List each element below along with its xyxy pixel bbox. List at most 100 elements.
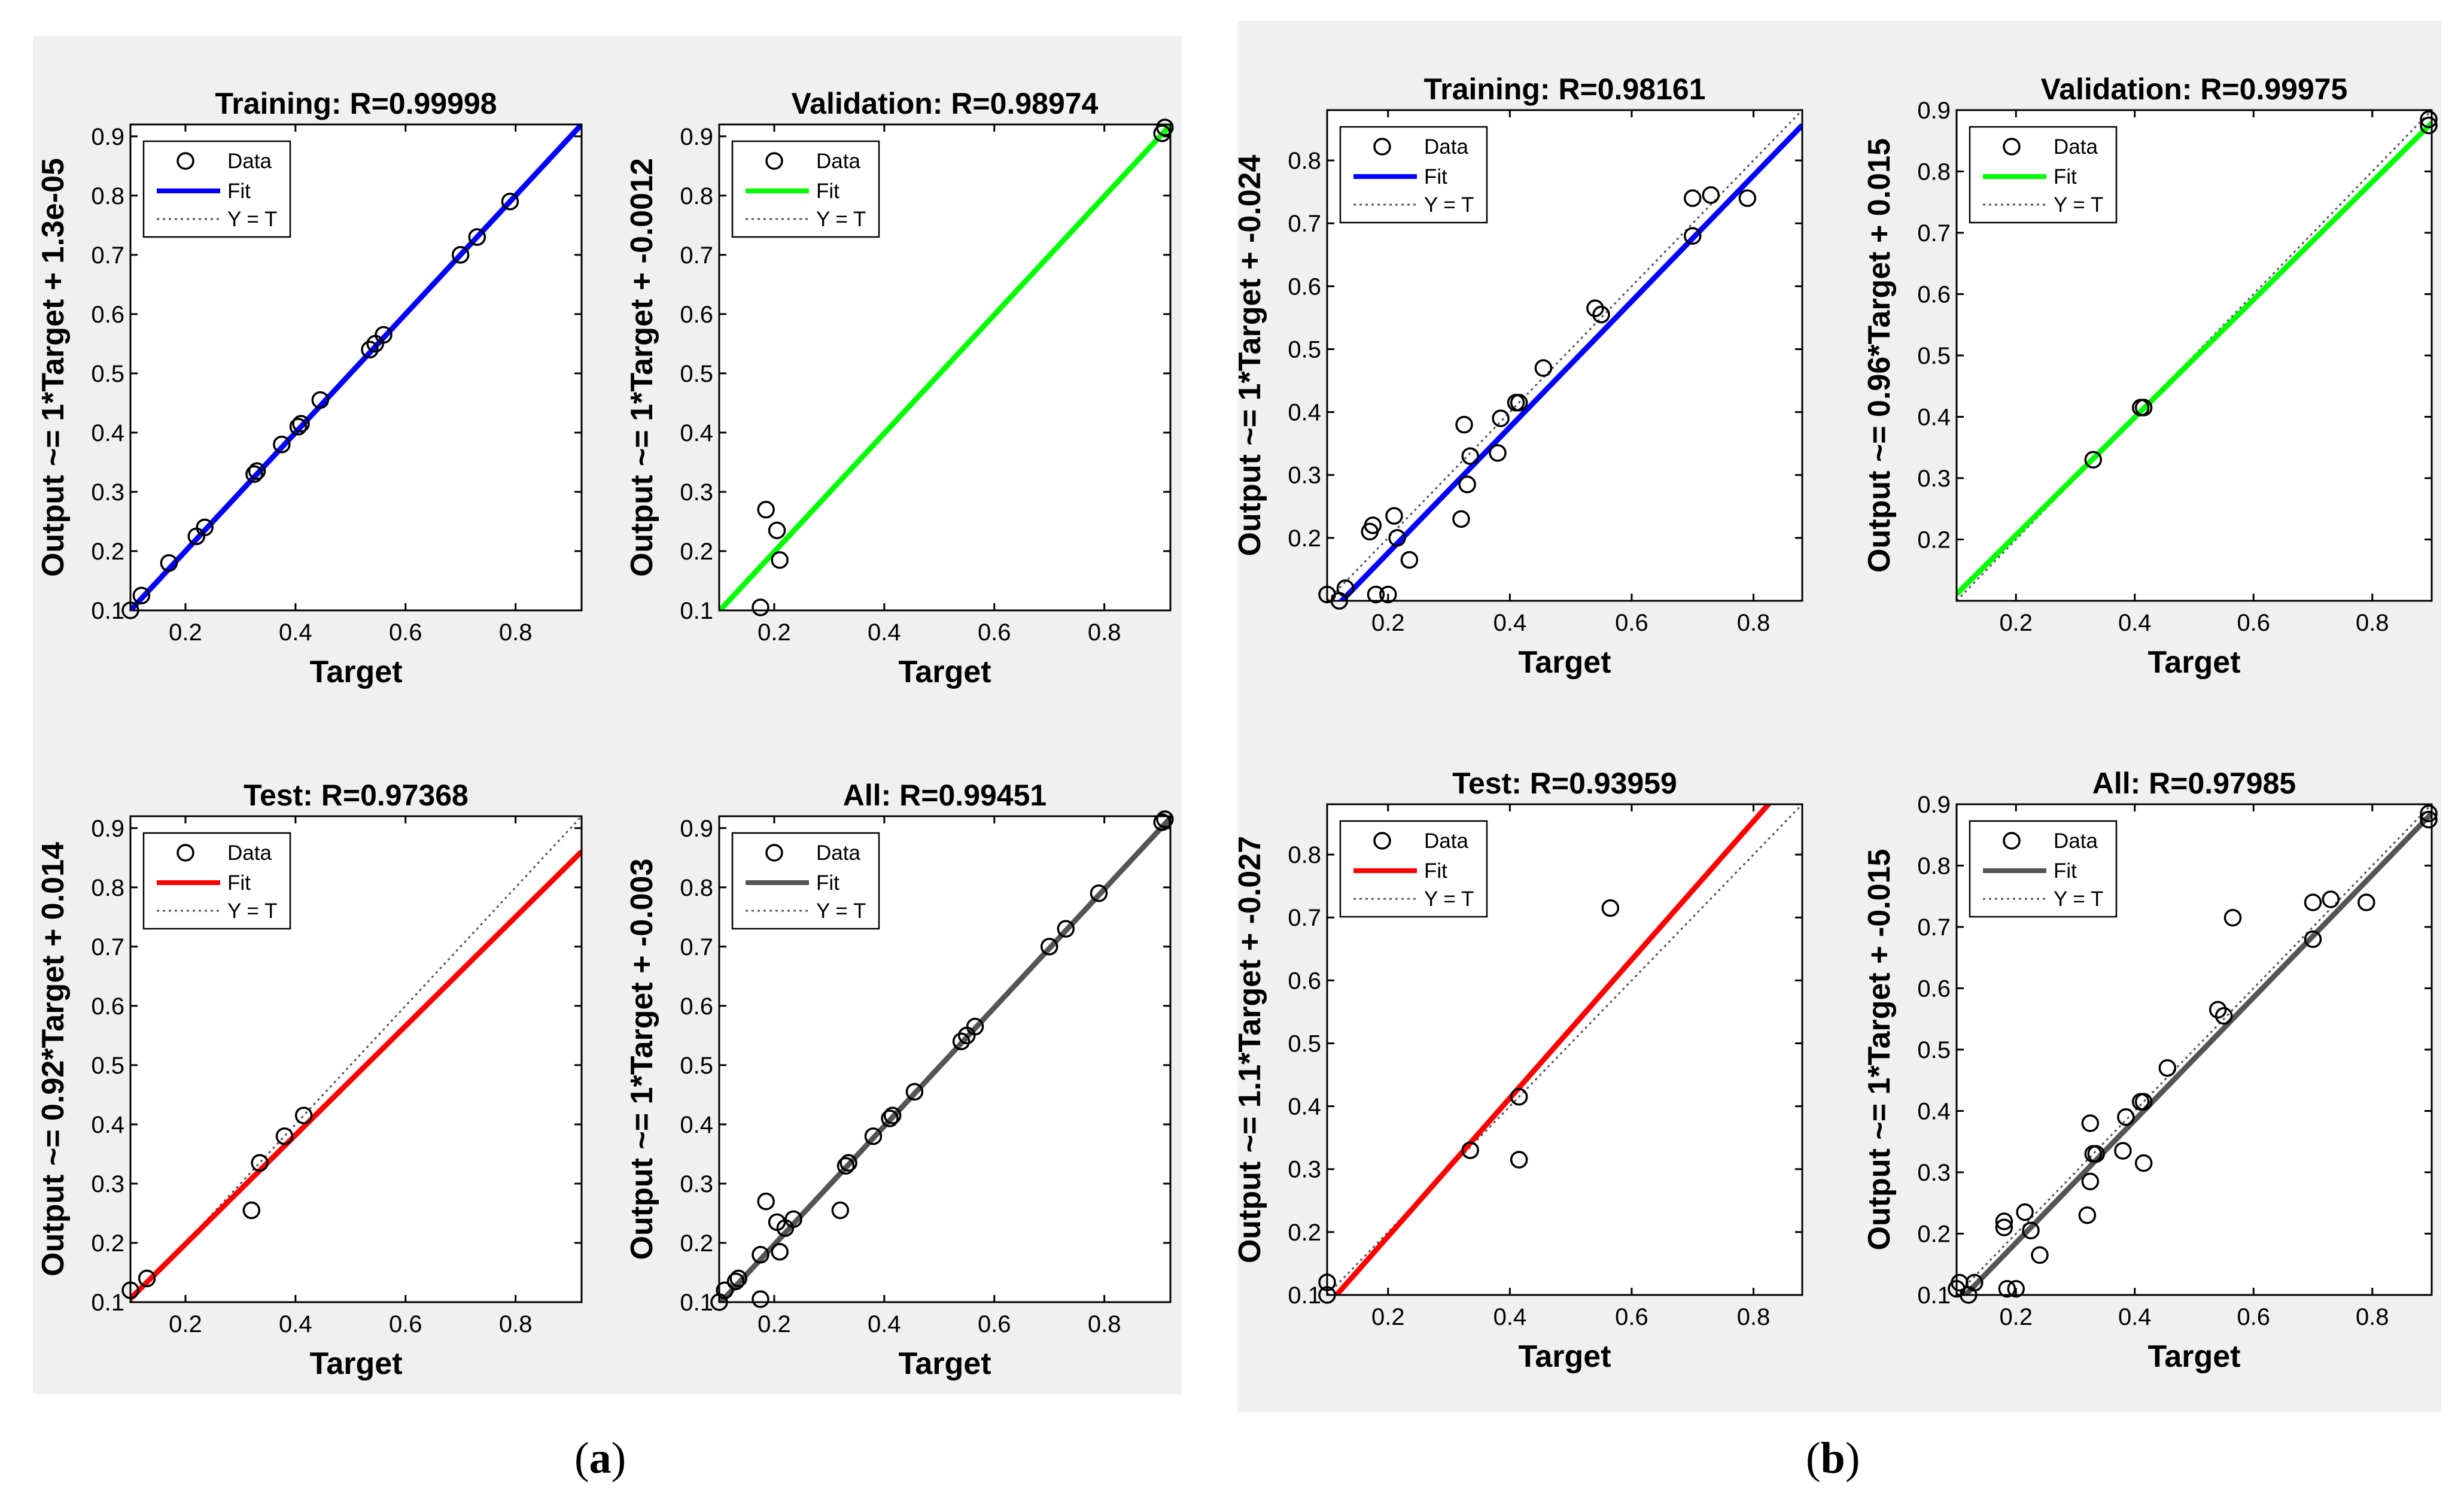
legend-data-marker xyxy=(177,152,194,170)
legend-identity-label: Y = T xyxy=(816,208,866,231)
data-point xyxy=(839,1154,857,1172)
data-point xyxy=(375,326,393,344)
y-tick-label: 0.2 xyxy=(680,1230,713,1257)
x-tick-label: 0.2 xyxy=(758,1311,791,1337)
axes-box xyxy=(1326,803,1803,1296)
y-tick-label: 0.7 xyxy=(1917,220,1951,247)
y-tick-label: 0.5 xyxy=(680,361,713,387)
data-point xyxy=(1995,1218,2013,1236)
plot-title: Validation: R=0.98974 xyxy=(792,87,1099,120)
x-tick-label: 0.6 xyxy=(2237,610,2270,636)
data-point xyxy=(1684,189,1702,207)
legend-data-marker xyxy=(765,844,783,862)
data-point xyxy=(1489,444,1507,462)
data-point xyxy=(2322,890,2340,908)
y-tick-label: 0.3 xyxy=(1917,466,1951,492)
data-point xyxy=(1388,529,1406,547)
x-axis-label: Target xyxy=(309,655,402,689)
fit-line xyxy=(719,124,1170,610)
data-point xyxy=(1452,510,1470,528)
y-tick-label: 0.3 xyxy=(680,1171,713,1197)
data-point xyxy=(2420,116,2438,135)
data-point xyxy=(952,1032,971,1051)
x-tick-label: 0.6 xyxy=(978,1311,1011,1337)
y-tick-label: 0.2 xyxy=(1288,525,1321,552)
y-axis-label: Output ~= 1*Target + -0.003 xyxy=(625,859,659,1260)
legend-data-marker xyxy=(1373,832,1391,850)
data-point xyxy=(1367,585,1385,604)
axes-box xyxy=(129,815,583,1303)
data-point xyxy=(2084,451,2103,469)
y-tick-label: 0.5 xyxy=(91,1053,124,1079)
y-tick-label: 0.3 xyxy=(91,479,124,506)
axes-box xyxy=(718,815,1172,1303)
plot-title: Training: R=0.98161 xyxy=(1423,72,1705,106)
y-axis-label: Output ~= 0.96*Target + 0.015 xyxy=(1862,138,1897,573)
data-point xyxy=(2031,1246,2049,1264)
x-tick-label: 0.8 xyxy=(1088,1311,1121,1337)
plot-title: Test: R=0.97368 xyxy=(244,779,469,812)
legend-identity-label: Y = T xyxy=(227,899,277,923)
x-tick-label: 0.8 xyxy=(499,619,533,646)
x-tick-label: 0.2 xyxy=(1999,610,2033,636)
data-point xyxy=(752,598,769,616)
data-point xyxy=(2081,1114,2100,1132)
x-tick-label: 0.4 xyxy=(868,619,901,646)
plot-a-training: 0.2 0.4 0.6 0.8 0.1 0.2 0.3 0.4 0.5 0.6 0.7 0.8 0.9 T… xyxy=(36,87,583,689)
x-tick-label: 0.8 xyxy=(1088,619,1121,646)
plot-a-test: 0.2 0.4 0.6 0.8 0.1 0.2 0.3 0.4 0.5 0.6 0.7 0.8 0.9 T… xyxy=(36,779,583,1381)
fit-line xyxy=(130,124,582,610)
y-tick-label: 0.7 xyxy=(680,242,713,269)
data-point xyxy=(2114,1142,2132,1160)
data-point xyxy=(361,340,379,359)
legend-data-marker xyxy=(1373,138,1391,156)
y-tick-label: 0.2 xyxy=(1288,1220,1321,1246)
data-point xyxy=(132,586,151,604)
data-point xyxy=(273,435,291,454)
y-tick-label: 0.4 xyxy=(1917,405,1951,431)
y-tick-label: 0.8 xyxy=(1917,853,1951,880)
data-point xyxy=(1586,299,1604,317)
x-tick-label: 0.6 xyxy=(389,1311,422,1337)
x-tick-label: 0.4 xyxy=(1493,1304,1527,1330)
data-point xyxy=(771,551,789,569)
y-tick-label: 0.9 xyxy=(1917,792,1951,818)
y-tick-label: 0.6 xyxy=(1288,273,1321,300)
y-tick-label: 0.1 xyxy=(1917,1282,1951,1309)
subfigure-label-b: (b) xyxy=(1806,1434,1860,1483)
y-tick-label: 0.5 xyxy=(1288,336,1321,363)
legend-data-label: Data xyxy=(227,150,272,173)
legend-identity-label: Y = T xyxy=(227,208,277,231)
y-tick-label: 0.2 xyxy=(1917,1221,1951,1248)
data-point xyxy=(468,228,486,246)
legend-data-label: Data xyxy=(1424,829,1468,853)
y-tick-label: 0.5 xyxy=(1917,1037,1951,1063)
data-point xyxy=(1684,227,1702,245)
plot-b-test: 0.2 0.4 0.6 0.8 0.1 0.2 0.3 0.4 0.5 0.6 0.7 0.8 Test… xyxy=(1233,767,1803,1374)
x-tick-label: 0.4 xyxy=(1493,610,1527,636)
y-tick-label: 0.7 xyxy=(1917,914,1951,941)
y-tick-label: 0.2 xyxy=(1917,527,1951,554)
data-point xyxy=(1379,585,1397,604)
legend: Data Fit Y = T xyxy=(1339,820,1488,918)
y-tick-label: 0.8 xyxy=(91,875,124,901)
x-axis-label: Target xyxy=(1518,645,1611,680)
x-tick-label: 0.8 xyxy=(2356,1304,2389,1330)
legend-data-label: Data xyxy=(816,150,860,173)
y-axis-label: Output ~= 0.92*Target + 0.014 xyxy=(36,842,71,1276)
x-axis-label: Target xyxy=(1518,1339,1611,1374)
identity-line xyxy=(1957,804,2432,1295)
y-tick-label: 0.1 xyxy=(91,1290,124,1316)
subfigure-label-a: (a) xyxy=(574,1434,626,1483)
data-point xyxy=(757,1192,775,1211)
data-point xyxy=(2134,399,2153,416)
y-tick-label: 0.7 xyxy=(1288,211,1321,237)
legend-identity-label: Y = T xyxy=(2054,887,2103,911)
legend-data-marker xyxy=(2003,832,2021,850)
y-tick-label: 0.6 xyxy=(1288,968,1321,994)
y-tick-label: 0.4 xyxy=(1288,400,1321,426)
data-point xyxy=(292,415,310,433)
data-point xyxy=(1738,189,1757,207)
y-tick-label: 0.5 xyxy=(1917,343,1951,369)
x-axis-label: Target xyxy=(2147,1339,2240,1374)
